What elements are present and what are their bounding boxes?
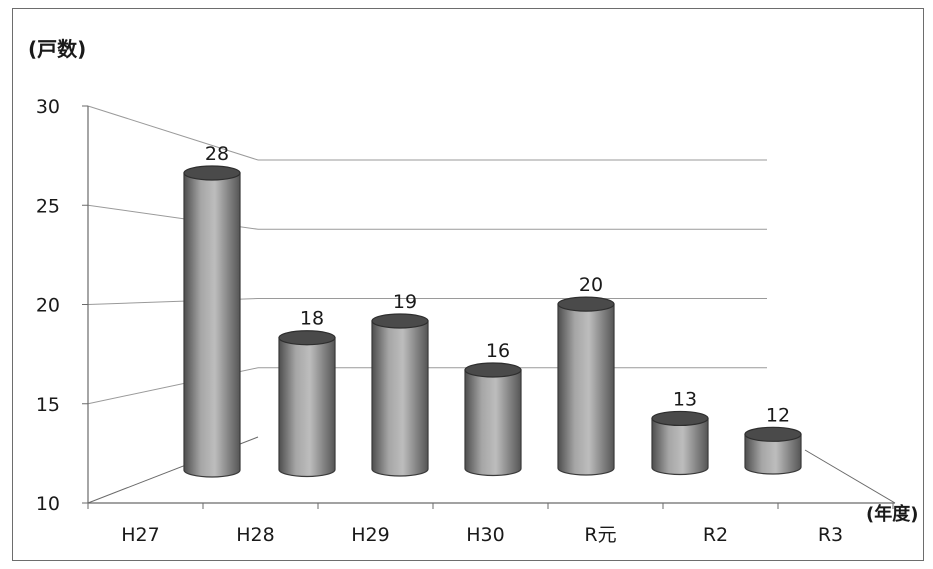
data-label: 19 [393, 291, 417, 313]
gridline-diagonal [87, 105, 259, 161]
bar [557, 296, 615, 476]
x-tick-label: H27 [121, 524, 159, 546]
bar [183, 165, 241, 478]
x-tick-label: R元 [584, 524, 616, 546]
x-unit-label: (年度) [866, 503, 918, 525]
bar [278, 330, 336, 478]
x-tick-label: H30 [466, 524, 504, 546]
bars [183, 165, 802, 478]
x-tick-label: R2 [703, 524, 728, 546]
data-label: 12 [766, 404, 790, 426]
y-tick-label: 10 [36, 493, 60, 515]
data-label: 20 [579, 274, 603, 296]
labels: 10 15 20 25 30 H27 H28 H29 H30 R元 R2 R3 28 18 19 16 20 13… [36, 96, 843, 546]
x-tick-label: H29 [351, 524, 389, 546]
x-tick-label: R3 [818, 524, 843, 546]
axes [82, 105, 896, 509]
chart-frame [12, 8, 924, 561]
floor-edge [804, 449, 896, 504]
bar [371, 313, 429, 477]
bar [464, 362, 522, 477]
bar [651, 410, 709, 476]
data-label: 16 [486, 340, 510, 362]
data-label: 18 [300, 308, 324, 330]
y-tick-label: 15 [36, 394, 60, 416]
x-tick-label: H28 [236, 524, 274, 546]
y-tick-label: 30 [36, 96, 60, 118]
bar [744, 426, 802, 475]
y-tick-label: 25 [36, 195, 60, 217]
y-unit-label: (戸数) [28, 37, 86, 61]
y-tick-label: 20 [36, 295, 60, 317]
data-label: 28 [205, 143, 229, 165]
data-label: 13 [673, 388, 697, 410]
